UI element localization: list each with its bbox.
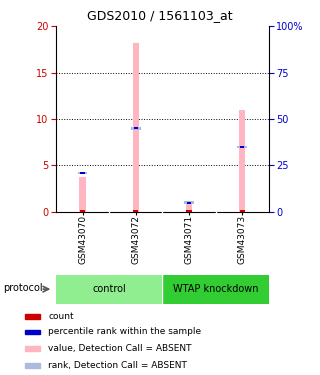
Bar	[163, 274, 269, 304]
Text: count: count	[48, 312, 74, 321]
Bar	[239, 110, 245, 212]
Bar	[80, 172, 85, 174]
Bar	[240, 146, 244, 148]
Text: GSM43072: GSM43072	[131, 215, 140, 264]
Text: percentile rank within the sample: percentile rank within the sample	[48, 327, 202, 336]
Bar	[25, 346, 39, 351]
Bar	[25, 314, 39, 319]
Text: GSM43070: GSM43070	[78, 215, 87, 264]
Bar	[184, 201, 194, 204]
Bar	[133, 128, 138, 129]
Bar	[25, 330, 39, 334]
Bar	[131, 127, 140, 129]
Bar	[187, 210, 192, 212]
Text: protocol: protocol	[3, 283, 43, 292]
Bar	[186, 204, 192, 212]
Bar	[132, 43, 139, 212]
Text: GSM43073: GSM43073	[238, 215, 247, 264]
Text: WTAP knockdown: WTAP knockdown	[173, 284, 258, 294]
Text: rank, Detection Call = ABSENT: rank, Detection Call = ABSENT	[48, 361, 187, 370]
Text: GDS2010 / 1561103_at: GDS2010 / 1561103_at	[87, 9, 233, 22]
Bar	[237, 146, 247, 148]
Bar	[56, 274, 163, 304]
Bar	[240, 210, 245, 212]
Text: GSM43071: GSM43071	[185, 215, 194, 264]
Text: control: control	[92, 284, 126, 294]
Bar	[25, 363, 39, 368]
Bar	[78, 172, 87, 174]
Bar	[79, 177, 86, 212]
Bar	[80, 210, 85, 212]
Text: value, Detection Call = ABSENT: value, Detection Call = ABSENT	[48, 344, 192, 353]
Bar	[133, 210, 138, 212]
Bar	[187, 202, 191, 204]
